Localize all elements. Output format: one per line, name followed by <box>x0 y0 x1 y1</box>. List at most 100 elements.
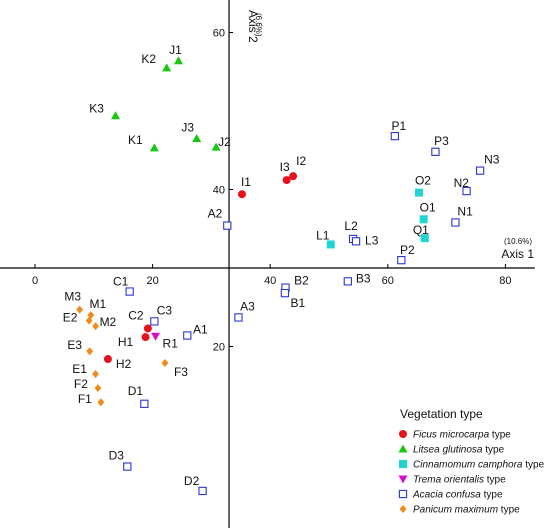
data-point <box>326 240 335 249</box>
point-label: L1 <box>316 228 330 242</box>
legend-title: Vegetation type <box>400 407 483 421</box>
legend-label: Panicum maximum type <box>413 505 520 516</box>
data-point <box>92 369 99 378</box>
legend-item-panicum: Panicum maximum type <box>399 505 520 516</box>
y-tick-label: 40 <box>213 185 225 197</box>
data-point <box>141 333 150 342</box>
point-label: O1 <box>420 200 436 214</box>
point-label: J1 <box>169 43 182 57</box>
point-label: C2 <box>128 308 144 322</box>
data-point <box>92 322 99 331</box>
legend-marker <box>399 460 407 468</box>
legend-label: Acacia confusa type <box>412 490 503 501</box>
point-label: P1 <box>392 119 407 133</box>
data-point <box>198 486 207 496</box>
point-label: C3 <box>157 303 173 317</box>
data-point <box>111 111 121 120</box>
data-point <box>431 147 440 156</box>
x-tick-label: 80 <box>499 275 511 287</box>
point-label: N1 <box>457 204 473 218</box>
data-point <box>419 215 428 224</box>
point-label: F3 <box>174 365 188 379</box>
point-label: H1 <box>118 335 134 349</box>
data-point <box>151 332 161 341</box>
data-point <box>94 384 102 393</box>
point-label: E3 <box>67 338 82 352</box>
x-tick-label: 20 <box>146 275 158 287</box>
data-point <box>211 142 221 151</box>
point-label: E1 <box>72 362 87 376</box>
data-point <box>149 143 159 152</box>
data-point <box>223 221 232 230</box>
y-axis-percent: (6.6%) <box>254 13 263 37</box>
legend-item-acacia: Acacia confusa type <box>398 489 503 501</box>
data-point <box>351 237 361 246</box>
x-tick-label: 0 <box>32 275 38 287</box>
point-label: D3 <box>109 449 125 463</box>
data-point <box>451 218 460 227</box>
legend: Vegetation type Ficus microcarpa type Lit… <box>398 407 545 516</box>
data-point <box>150 317 159 326</box>
point-label: M3 <box>64 290 81 304</box>
axes <box>0 0 535 528</box>
point-label: F1 <box>78 392 92 406</box>
point-label: Q1 <box>413 223 429 237</box>
point-label: P2 <box>400 243 415 257</box>
data-point <box>162 63 172 72</box>
point-label: K2 <box>141 52 156 66</box>
data-point <box>390 131 400 141</box>
legend-marker <box>398 475 408 484</box>
data-point <box>140 399 149 408</box>
point-label: A1 <box>193 323 208 337</box>
y-axis-label: Axis 2 <box>246 10 260 43</box>
legend-item-cinnamomum: Cinnamomum camphora type <box>399 460 545 471</box>
x-tick-label: 60 <box>382 275 394 287</box>
point-label: L2 <box>344 219 358 233</box>
y-tick-label: 60 <box>213 28 225 40</box>
point-label: I3 <box>280 160 290 174</box>
point-label: O2 <box>415 174 431 188</box>
data-points <box>76 56 485 496</box>
series-litsea <box>111 56 221 152</box>
point-label: K3 <box>89 102 104 116</box>
point-label: N3 <box>484 153 500 167</box>
data-point <box>86 347 94 356</box>
x-axis-percent: (10.6%) <box>504 237 532 246</box>
series-trema <box>151 332 161 341</box>
point-label: D1 <box>128 384 144 398</box>
legend-label: Cinnamomum camphora type <box>413 460 545 471</box>
data-point <box>462 186 471 196</box>
data-point <box>125 287 134 296</box>
data-point <box>414 188 423 197</box>
point-label: J2 <box>218 135 231 149</box>
data-point <box>420 234 429 243</box>
legend-label: Ficus microcarpa type <box>413 430 511 441</box>
data-point <box>143 324 152 333</box>
data-point <box>289 172 298 181</box>
legend-item-litsea: Litsea glutinosa type <box>398 444 505 456</box>
point-label: B2 <box>294 274 309 288</box>
point-label: M2 <box>100 315 117 329</box>
legend-item-ficus: Ficus microcarpa type <box>399 430 511 441</box>
point-label: I2 <box>296 154 306 168</box>
x-axis-label: Axis 1 <box>501 247 534 261</box>
point-label: C1 <box>113 275 129 289</box>
data-point <box>280 288 290 298</box>
point-label: A3 <box>240 299 255 313</box>
data-point <box>103 355 112 364</box>
legend-marker <box>398 444 408 453</box>
point-label: A2 <box>208 207 223 221</box>
series-panicum <box>76 305 169 407</box>
data-point <box>76 305 84 314</box>
legend-marker <box>399 505 407 513</box>
point-label: L3 <box>365 233 379 247</box>
point-label: D2 <box>184 474 200 488</box>
tick-marks <box>34 32 506 347</box>
legend-marker <box>398 489 408 499</box>
series-ficus <box>103 172 298 364</box>
tick-labels: 0 20 40 60 80 60 40 20 <box>32 28 512 354</box>
data-point <box>85 316 93 325</box>
data-point <box>123 462 132 471</box>
data-point <box>161 358 169 367</box>
